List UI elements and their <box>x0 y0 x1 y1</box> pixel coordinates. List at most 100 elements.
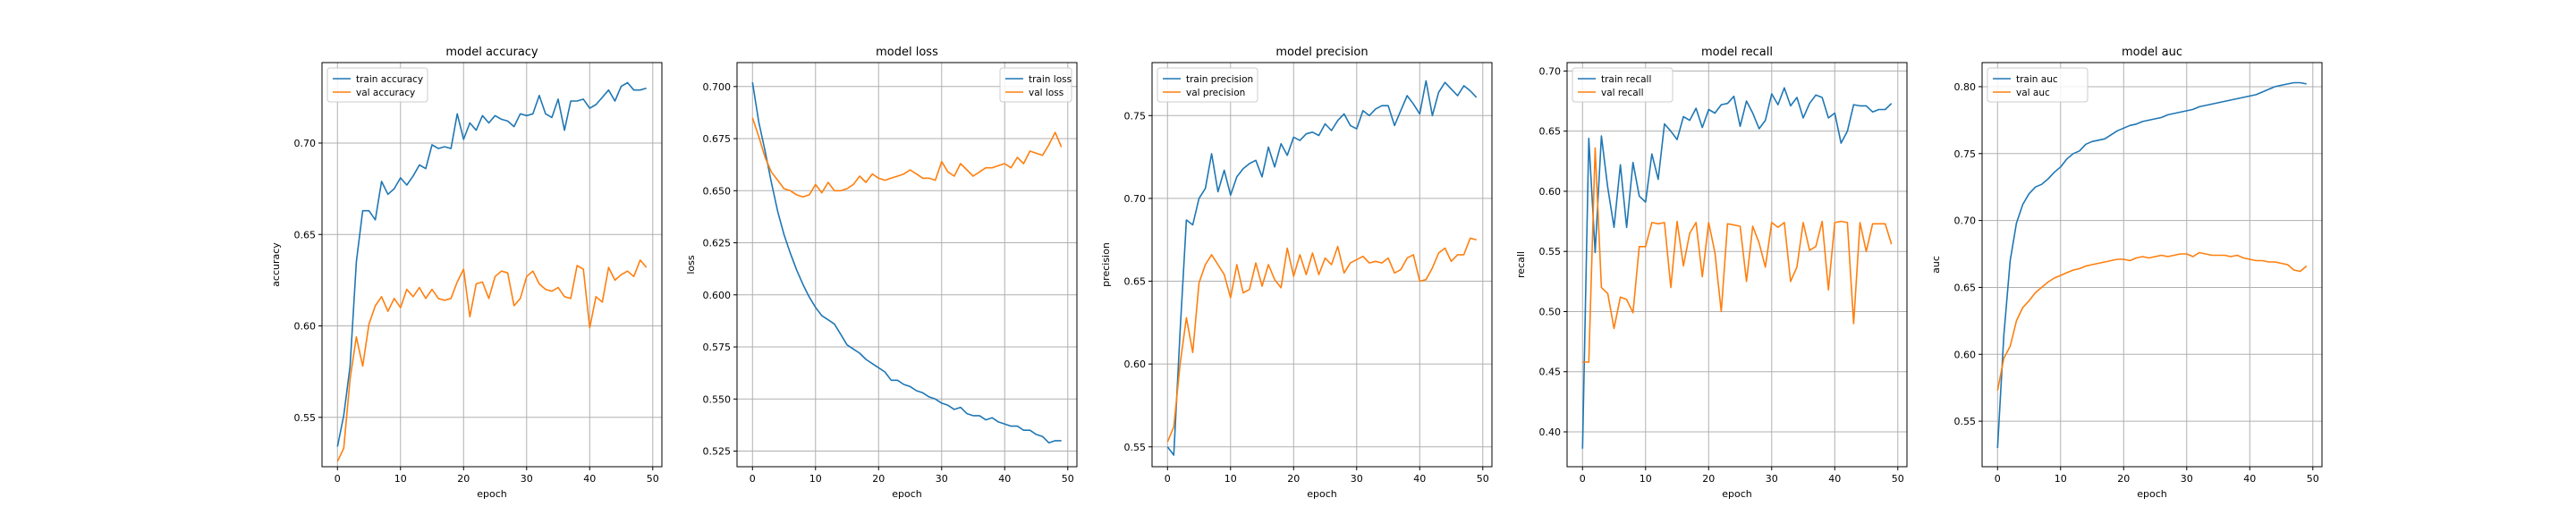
x-tick-label: 50 <box>1892 473 1904 485</box>
series-line <box>336 259 648 462</box>
y-tick-label: 0.625 <box>703 238 732 249</box>
x-tick-label: 0 <box>335 473 341 485</box>
y-tick-label: 0.70 <box>294 138 317 149</box>
series-line <box>751 81 1062 444</box>
y-axis-label: precision <box>1100 242 1112 287</box>
chart-title: model precision <box>1275 46 1368 59</box>
y-tick-label: 0.60 <box>1124 359 1147 370</box>
x-axis-label: epoch <box>1307 488 1337 500</box>
y-tick-label: 0.45 <box>1539 367 1562 378</box>
y-axis-label: recall <box>1515 251 1527 278</box>
x-tick-label: 20 <box>1702 473 1715 485</box>
legend-label: val auc <box>2016 88 2050 98</box>
chart-panel: 0 10 20 30 40 50 0.525 0.550 0.575 0.600 0.625 0.65… <box>685 46 1078 500</box>
series-line <box>751 117 1063 198</box>
chart-title: model loss <box>876 46 938 59</box>
x-tick-label: 50 <box>647 473 659 485</box>
y-tick-label: 0.650 <box>703 185 732 197</box>
chart-panel: 0 10 20 30 40 50 0.55 0.60 0.65 0.70 0.75 model pre… <box>1100 46 1493 500</box>
legend: train auc val auc <box>1987 67 2089 103</box>
y-tick-label: 0.55 <box>1124 442 1147 453</box>
y-tick-label: 0.575 <box>703 342 732 353</box>
y-tick-label: 0.55 <box>1954 416 1977 427</box>
x-axis-label: epoch <box>2137 488 2167 500</box>
chart-title: model accuracy <box>445 46 538 59</box>
x-tick-label: 40 <box>2243 473 2256 485</box>
y-tick-label: 0.65 <box>1954 282 1977 293</box>
legend-box <box>1987 67 2089 103</box>
y-tick-label: 0.600 <box>703 290 732 301</box>
plot-frame <box>1981 62 2323 468</box>
legend-label: train loss <box>1029 74 1072 85</box>
legend: train recall val recall <box>1572 67 1674 103</box>
series-line <box>1166 237 1477 443</box>
x-tick-label: 10 <box>1224 473 1237 485</box>
legend: train loss val loss <box>999 67 1072 103</box>
y-tick-label: 0.75 <box>1954 148 1977 160</box>
x-tick-label: 10 <box>809 473 822 485</box>
y-tick-label: 0.65 <box>1539 126 1562 138</box>
series-line <box>1166 80 1478 456</box>
y-tick-label: 0.70 <box>1124 193 1147 205</box>
x-tick-label: 20 <box>1287 473 1300 485</box>
legend-box <box>1157 67 1258 103</box>
y-axis-label: loss <box>685 255 697 274</box>
y-tick-label: 0.40 <box>1539 426 1562 438</box>
legend-box <box>1572 67 1674 103</box>
x-tick-label: 40 <box>1828 473 1841 485</box>
x-tick-label: 0 <box>1580 473 1586 485</box>
x-tick-label: 10 <box>394 473 407 485</box>
plot-frame <box>736 62 1078 468</box>
legend-box <box>999 67 1072 103</box>
y-tick-label: 0.55 <box>294 412 317 424</box>
x-tick-label: 50 <box>2307 473 2319 485</box>
series-line <box>1582 147 1893 363</box>
y-tick-label: 0.65 <box>1124 276 1147 288</box>
x-axis-label: epoch <box>477 488 507 500</box>
x-tick-label: 50 <box>1062 473 1074 485</box>
y-tick-label: 0.75 <box>1124 110 1147 122</box>
x-tick-label: 30 <box>1766 473 1778 485</box>
chart-title: model recall <box>1701 46 1773 59</box>
y-tick-label: 0.550 <box>703 393 732 405</box>
legend: train precision val precision <box>1157 67 1258 103</box>
legend-label: train recall <box>1601 74 1651 85</box>
x-tick-label: 30 <box>1351 473 1363 485</box>
plot-frame <box>321 62 663 468</box>
x-tick-label: 40 <box>998 473 1011 485</box>
y-tick-label: 0.60 <box>1954 349 1977 360</box>
y-tick-label: 0.50 <box>1539 306 1562 317</box>
y-tick-label: 0.55 <box>1539 246 1562 258</box>
series-line <box>1996 251 2308 391</box>
x-tick-label: 20 <box>872 473 885 485</box>
legend-label: val precision <box>1186 88 1245 98</box>
x-axis-label: epoch <box>892 488 922 500</box>
chart-title: model auc <box>2122 46 2182 59</box>
chart-panel: 0 10 20 30 40 50 0.55 0.60 0.65 0.70 0.75 0.80 model… <box>1930 46 2323 500</box>
y-axis-label: accuracy <box>270 242 282 287</box>
chart-panel: 0 10 20 30 40 50 0.40 0.45 0.50 0.55 0.60 0.65 0.70 m… <box>1515 46 1908 500</box>
plot-frame <box>1566 62 1908 468</box>
x-tick-label: 40 <box>1413 473 1426 485</box>
x-axis-label: epoch <box>1722 488 1752 500</box>
y-tick-label: 0.70 <box>1954 215 1977 227</box>
x-tick-label: 0 <box>750 473 756 485</box>
y-tick-label: 0.525 <box>703 446 732 458</box>
x-tick-label: 20 <box>457 473 470 485</box>
x-tick-label: 30 <box>936 473 948 485</box>
x-tick-label: 30 <box>521 473 533 485</box>
x-tick-label: 20 <box>2117 473 2130 485</box>
plot-frame <box>1151 62 1493 468</box>
y-tick-label: 0.700 <box>703 81 732 93</box>
x-tick-label: 10 <box>2055 473 2067 485</box>
legend-label: val accuracy <box>356 88 415 98</box>
y-tick-label: 0.60 <box>1539 186 1562 198</box>
x-tick-label: 40 <box>583 473 596 485</box>
y-axis-label: auc <box>1930 256 1942 274</box>
legend-label: val loss <box>1029 88 1063 98</box>
y-tick-label: 0.65 <box>294 229 317 241</box>
x-tick-label: 0 <box>1995 473 2001 485</box>
x-tick-label: 50 <box>1477 473 1489 485</box>
chart-panel: 0 10 20 30 40 50 0.55 0.60 0.65 0.70 model accurac… <box>270 46 663 500</box>
